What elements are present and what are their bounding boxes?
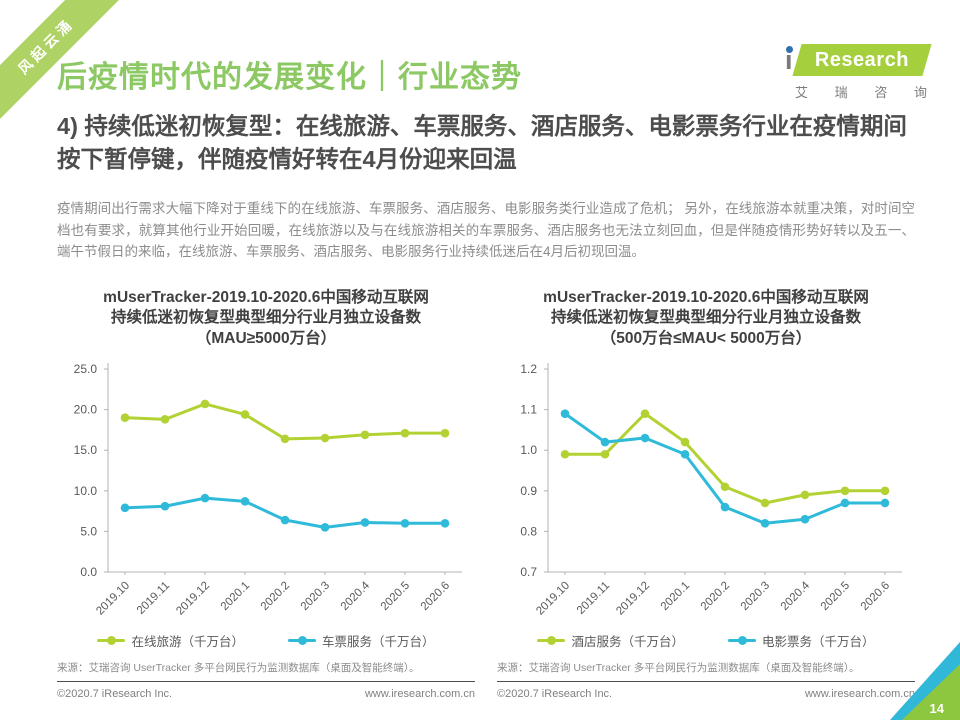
svg-text:10.0: 10.0 [74, 484, 98, 498]
chart-legend: 在线旅游（千万台） 车票服务（千万台） [57, 629, 475, 651]
line-chart-left: 0.0 5.0 10.0 15.0 20.0 25.0 2019.10 2019.11 2019… [74, 362, 462, 618]
chart-panel-left: mUserTracker-2019.10-2020.6中国移动互联网 持续低迷初… [57, 288, 475, 700]
page-title: 后疫情时代的发展变化｜行业态势 [57, 61, 522, 94]
page-corner-decoration [890, 642, 960, 720]
logo-chinese-name: 艾 瑞 咨 询 [781, 82, 933, 101]
svg-text:2019.11: 2019.11 [575, 580, 612, 617]
logo-cn-char: 询 [913, 85, 927, 100]
svg-text:5.0: 5.0 [80, 525, 97, 539]
svg-text:0.7: 0.7 [520, 565, 537, 579]
svg-text:2020.1: 2020.1 [659, 580, 692, 613]
svg-text:1.2: 1.2 [520, 362, 537, 376]
svg-text:2019.10: 2019.10 [94, 580, 132, 618]
iresearch-logo: i Research 艾 瑞 咨 询 [781, 40, 933, 101]
copyright-text: ©2020.7 iResearch Inc. [57, 688, 173, 701]
chart-title-line: 持续低迷初恢复型典型细分行业月独立设备数 [550, 309, 861, 327]
svg-text:20.0: 20.0 [74, 403, 98, 417]
logo-cn-char: 瑞 [834, 85, 848, 100]
svg-text:2020.5: 2020.5 [379, 580, 412, 613]
chart-title-line: mUserTracker-2019.10-2020.6中国移动互联网 [103, 289, 429, 306]
legend-label: 电影票务（千万台） [762, 634, 875, 649]
chart-legend: 酒店服务（千万台） 电影票务（千万台） [497, 629, 915, 651]
line-marker-icon [97, 635, 126, 645]
logo-i-icon: i [785, 45, 793, 75]
svg-text:1.1: 1.1 [520, 403, 537, 417]
svg-text:25.0: 25.0 [74, 362, 98, 376]
svg-text:2020.6: 2020.6 [419, 580, 452, 613]
svg-text:2020.3: 2020.3 [739, 580, 772, 613]
legend-item: 电影票务（千万台） [728, 631, 875, 650]
website-link[interactable]: www.iresearch.com.cn [804, 688, 915, 701]
legend-label: 酒店服务（千万台） [571, 634, 684, 649]
line-marker-icon [288, 635, 316, 645]
line-marker-icon [537, 635, 566, 645]
logo-wordmark-row: i Research [781, 40, 933, 76]
svg-text:2019.11: 2019.11 [135, 580, 172, 617]
svg-text:2020.6: 2020.6 [859, 580, 892, 613]
svg-text:2019.12: 2019.12 [614, 580, 652, 618]
svg-text:2020.2: 2020.2 [259, 580, 292, 613]
svg-text:1.0: 1.0 [520, 444, 537, 458]
logo-green-parallelogram: Research [792, 44, 932, 76]
website-link[interactable]: www.iresearch.com.cn [364, 688, 475, 701]
legend-label: 在线旅游（千万台） [131, 634, 244, 649]
svg-text:2020.3: 2020.3 [299, 580, 332, 613]
svg-text:2019.10: 2019.10 [534, 580, 572, 618]
svg-text:0.8: 0.8 [520, 525, 537, 539]
chart-title: mUserTracker-2019.10-2020.6中国移动互联网 持续低迷初… [497, 288, 915, 349]
footer-row: ©2020.7 iResearch Inc. www.iresearch.com… [497, 681, 915, 700]
page-number: 14 [929, 701, 944, 716]
svg-text:2020.4: 2020.4 [779, 580, 813, 614]
svg-text:2020.5: 2020.5 [819, 580, 852, 613]
svg-text:2019.12: 2019.12 [174, 580, 212, 618]
chart-title: mUserTracker-2019.10-2020.6中国移动互联网 持续低迷初… [57, 288, 475, 349]
logo-cn-char: 艾 [795, 85, 809, 100]
chart-panel-right: mUserTracker-2019.10-2020.6中国移动互联网 持续低迷初… [497, 288, 915, 700]
svg-text:2020.1: 2020.1 [219, 580, 252, 613]
copyright-text: ©2020.7 iResearch Inc. [497, 688, 613, 701]
svg-text:0.9: 0.9 [520, 484, 537, 498]
svg-text:2020.2: 2020.2 [699, 580, 732, 613]
chart-title-line: （500万台≤MAU< 5000万台） [600, 329, 812, 347]
legend-item: 车票服务（千万台） [288, 631, 435, 650]
svg-text:0.0: 0.0 [80, 565, 97, 579]
section-heading: 4) 持续低迷初恢复型：在线旅游、车票服务、酒店服务、电影票务行业在疫情期间按下… [57, 113, 907, 173]
chart-title-line: （MAU≥5000万台） [195, 329, 337, 347]
footer-row: ©2020.7 iResearch Inc. www.iresearch.com… [57, 681, 475, 700]
chart-title-line: mUserTracker-2019.10-2020.6中国移动互联网 [543, 289, 869, 306]
logo-wordmark: Research [814, 48, 910, 71]
legend-item: 酒店服务（千万台） [537, 631, 684, 650]
svg-text:2020.4: 2020.4 [339, 580, 373, 614]
legend-label: 车票服务（千万台） [322, 634, 435, 649]
source-note: 来源：艾瑞咨询 UserTracker 多平台网民行为监测数据库（桌面及智能终端… [497, 662, 860, 675]
chart-title-line: 持续低迷初恢复型典型细分行业月独立设备数 [110, 309, 421, 327]
body-paragraph: 疫情期间出行需求大幅下降对于重线下的在线旅游、车票服务、酒店服务、电影服务类行业… [57, 201, 915, 260]
legend-item: 在线旅游（千万台） [97, 631, 244, 650]
logo-cn-char: 咨 [874, 85, 888, 100]
line-marker-icon [728, 635, 756, 645]
source-note: 来源：艾瑞咨询 UserTracker 多平台网民行为监测数据库（桌面及智能终端… [57, 662, 420, 675]
svg-text:15.0: 15.0 [74, 444, 98, 458]
